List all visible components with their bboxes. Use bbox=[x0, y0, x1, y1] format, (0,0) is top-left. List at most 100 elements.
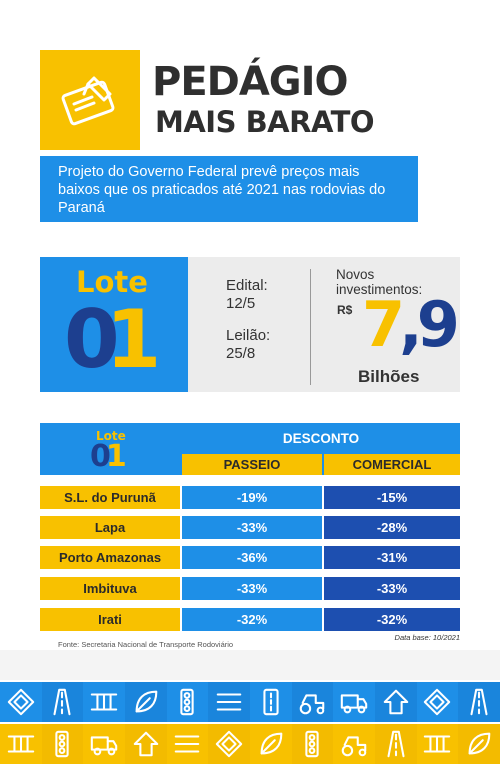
arrow-up-icon bbox=[133, 731, 159, 757]
truck-icon bbox=[90, 736, 118, 756]
band-cell bbox=[124, 724, 167, 764]
toll-name: Imbituva bbox=[40, 577, 180, 600]
band-cell bbox=[83, 724, 125, 764]
passeio-value: -36% bbox=[182, 546, 322, 569]
band-cell bbox=[458, 682, 500, 722]
band-cell bbox=[374, 724, 417, 764]
road-icon bbox=[53, 688, 72, 716]
investimentos-label: Novos investimentos: bbox=[336, 267, 423, 297]
comercial-header: COMERCIAL bbox=[324, 454, 460, 475]
lanes-icon bbox=[216, 693, 242, 711]
tractor-icon bbox=[341, 736, 367, 757]
page-title: PEDÁGIO bbox=[152, 59, 349, 105]
investimentos-value-dec: ,9 bbox=[399, 288, 460, 361]
table-row: S.L. do Purunã -19% -15% bbox=[40, 486, 460, 509]
band-cell bbox=[0, 682, 42, 722]
toll-name: S.L. do Purunã bbox=[40, 486, 180, 509]
passeio-header: PASSEIO bbox=[182, 454, 322, 475]
investimentos-value: 7,9 bbox=[362, 293, 460, 357]
truck-icon bbox=[340, 694, 368, 714]
band-cell bbox=[0, 724, 42, 764]
tractor-icon bbox=[300, 694, 325, 715]
leaf-icon bbox=[468, 732, 491, 755]
table-header: Lote 01 DESCONTO PASSEIO COMERCIAL bbox=[40, 423, 460, 475]
comercial-value: -15% bbox=[324, 486, 460, 509]
comercial-value: -33% bbox=[324, 577, 460, 600]
band-cell bbox=[291, 682, 334, 722]
band-cell bbox=[208, 724, 250, 764]
page-subtitle-title: MAIS BARATO bbox=[155, 105, 375, 139]
comercial-value: -28% bbox=[324, 516, 460, 539]
band-cell bbox=[374, 682, 417, 722]
diamond-sign-icon bbox=[7, 688, 35, 716]
table-lote-digit-1: 1 bbox=[105, 439, 127, 474]
comercial-value: -32% bbox=[324, 608, 460, 631]
table-row: Lapa -33% -28% bbox=[40, 516, 460, 539]
desconto-header: DESCONTO bbox=[282, 431, 360, 446]
road-markings-icon bbox=[263, 688, 279, 716]
leilao-label: Leilão: bbox=[226, 327, 271, 344]
leaf-icon bbox=[135, 690, 158, 713]
bridge-icon bbox=[90, 693, 118, 711]
band-cell bbox=[417, 724, 459, 764]
table-row: Porto Amazonas -36% -31% bbox=[40, 546, 460, 569]
band-cell bbox=[41, 724, 84, 764]
band-cell bbox=[333, 724, 375, 764]
band-cell bbox=[208, 682, 250, 722]
band-cell bbox=[41, 682, 84, 722]
lanes-icon bbox=[175, 735, 200, 753]
icon-band-top bbox=[0, 682, 500, 722]
table-lote-word: Lote bbox=[96, 429, 126, 443]
dates: Edital: 12/5 Leilão: 25/8 bbox=[226, 277, 270, 377]
lote-digit-1: 1 bbox=[105, 293, 162, 386]
date-base-note: Data base: 10/2021 bbox=[394, 633, 460, 642]
road-icon bbox=[387, 730, 405, 758]
toll-name: Porto Amazonas bbox=[40, 546, 180, 569]
lote-digit-0: 0 bbox=[64, 293, 120, 386]
table-lote-digit-0: 0 bbox=[90, 439, 111, 474]
toll-name: Lapa bbox=[40, 516, 180, 539]
divider bbox=[310, 269, 311, 385]
traffic-light-icon bbox=[180, 688, 195, 716]
investimentos-unit: Bilhões bbox=[358, 367, 420, 386]
road-icon bbox=[470, 688, 488, 716]
band-cell bbox=[291, 724, 334, 764]
diamond-sign-icon bbox=[424, 688, 451, 716]
passeio-value: -33% bbox=[182, 516, 322, 539]
leilao-value: 25/8 bbox=[226, 345, 256, 362]
table-row: Imbituva -33% -33% bbox=[40, 577, 460, 600]
icon-band-bottom bbox=[0, 724, 500, 764]
band-cell bbox=[167, 724, 209, 764]
comercial-value: -31% bbox=[324, 546, 460, 569]
passeio-value: -19% bbox=[182, 486, 322, 509]
lote-card: Lote 01 Edital: 12/5 Leilão: 25/8 Novos … bbox=[40, 257, 460, 392]
edital-value: 12/5 bbox=[226, 295, 256, 312]
header: PEDÁGIO MAIS BARATO bbox=[40, 50, 460, 150]
investimentos-value-int: 7 bbox=[362, 288, 405, 361]
band-cell bbox=[333, 682, 375, 722]
traffic-light-icon bbox=[305, 730, 320, 758]
lote-badge: Lote 01 bbox=[40, 257, 188, 392]
edital-label: Edital: bbox=[226, 277, 268, 294]
band-cell bbox=[167, 682, 209, 722]
arrow-up-icon bbox=[383, 689, 409, 715]
logo-box bbox=[40, 50, 140, 150]
band-cell bbox=[250, 682, 292, 722]
lote-number: 01 bbox=[64, 293, 162, 386]
toll-name: Irati bbox=[40, 608, 180, 631]
diamond-sign-icon bbox=[215, 730, 243, 758]
lote-word: Lote bbox=[76, 265, 148, 299]
traffic-light-icon bbox=[55, 730, 70, 758]
band-cell bbox=[417, 682, 459, 722]
intro-text: Projeto do Governo Federal prevê preços … bbox=[40, 156, 418, 222]
currency-symbol: R$ bbox=[337, 303, 353, 317]
source-note: Fonte: Secretaria Nacional de Transporte… bbox=[58, 640, 234, 649]
leaf-icon bbox=[260, 732, 283, 755]
table-lote-number: 01 bbox=[90, 439, 127, 474]
passeio-value: -33% bbox=[182, 577, 322, 600]
band-cell bbox=[83, 682, 125, 722]
band-cell bbox=[250, 724, 292, 764]
pencil-document-icon bbox=[61, 76, 115, 126]
bridge-icon bbox=[424, 735, 451, 753]
band-cell bbox=[124, 682, 167, 722]
